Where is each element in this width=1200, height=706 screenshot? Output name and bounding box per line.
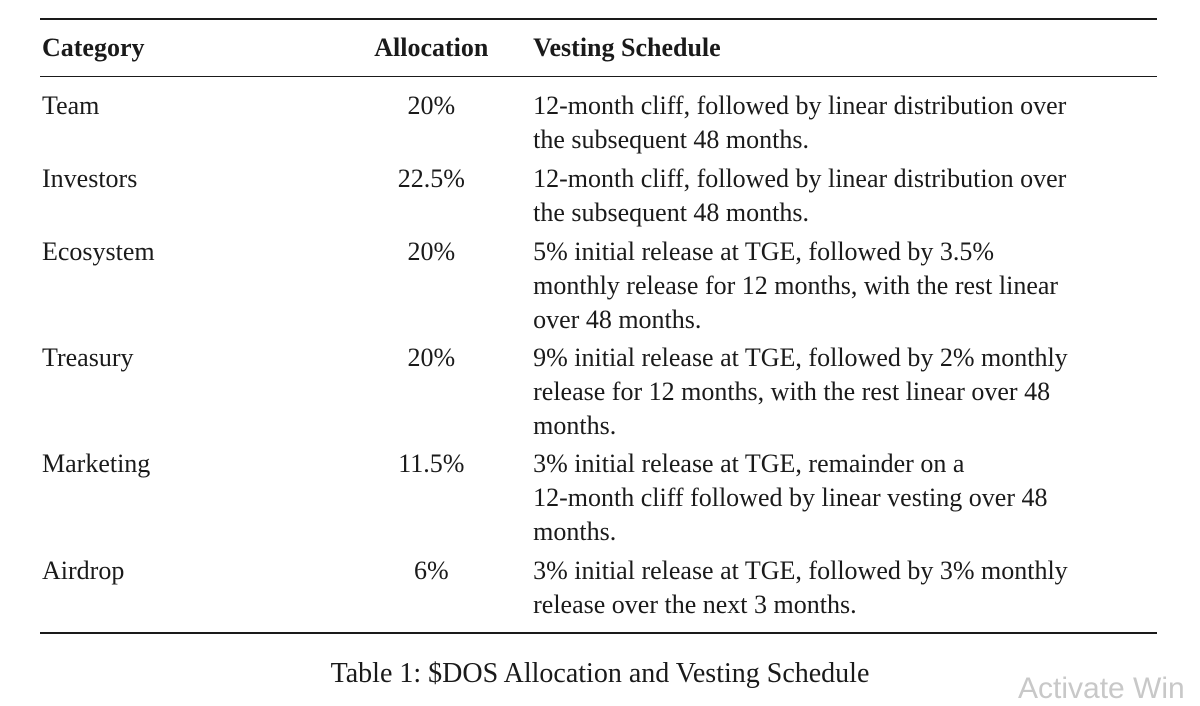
table-header-rule — [40, 76, 1157, 77]
vesting-cell: 12-month cliff, followed by linear distr… — [531, 89, 1157, 157]
allocation-cell: 22.5% — [397, 164, 465, 193]
vesting-line: release over the next 3 months. — [533, 590, 857, 619]
header-allocation: Allocation — [374, 33, 489, 62]
vesting-line: monthly release for 12 months, with the … — [533, 271, 1059, 300]
table-row: Team 20% 12-month cliff, followed by lin… — [40, 89, 1157, 157]
vesting-line: 12-month cliff followed by linear vestin… — [533, 483, 1048, 512]
category-cell: Marketing — [42, 449, 151, 478]
vesting-line: the subsequent 48 months. — [533, 125, 809, 154]
vesting-line: 12-month cliff, followed by linear distr… — [533, 91, 1067, 120]
category-cell: Team — [42, 91, 100, 120]
vesting-cell: 9% initial release at TGE, followed by 2… — [531, 341, 1157, 443]
vesting-cell: 5% initial release at TGE, followed by 3… — [531, 235, 1157, 337]
vesting-cell: 3% initial release at TGE, followed by 3… — [531, 554, 1157, 622]
vesting-line: release for 12 months, with the rest lin… — [533, 377, 1051, 406]
table-body: Team 20% 12-month cliff, followed by lin… — [40, 77, 1157, 632]
table-row: Investors 22.5% 12-month cliff, followed… — [40, 162, 1157, 230]
vesting-line: 3% initial release at TGE, followed by 3… — [533, 556, 1068, 585]
table-row: Marketing 11.5% 3% initial release at TG… — [40, 447, 1157, 549]
table-bottom-rule — [40, 632, 1157, 634]
table-row: Airdrop 6% 3% initial release at TGE, fo… — [40, 554, 1157, 622]
table-header-row: Category Allocation Vesting Schedule — [40, 20, 1157, 76]
vesting-line: 12-month cliff, followed by linear distr… — [533, 164, 1067, 193]
allocation-cell: 11.5% — [398, 449, 465, 478]
allocation-cell: 6% — [413, 556, 449, 585]
vesting-line: the subsequent 48 months. — [533, 198, 809, 227]
activation-watermark: Activate Win — [1018, 672, 1185, 705]
category-cell: Ecosystem — [42, 237, 155, 266]
vesting-cell: 3% initial release at TGE, remainder on … — [531, 447, 1157, 549]
table-top-rule — [40, 18, 1157, 20]
category-cell: Investors — [42, 164, 138, 193]
vesting-line: 3% initial release at TGE, remainder on … — [533, 449, 965, 478]
allocation-cell: 20% — [407, 343, 456, 372]
allocation-cell: 20% — [407, 91, 456, 120]
table-row: Ecosystem 20% 5% initial release at TGE,… — [40, 235, 1157, 337]
header-category: Category — [42, 33, 145, 62]
vesting-line: 9% initial release at TGE, followed by 2… — [533, 343, 1068, 372]
category-cell: Treasury — [42, 343, 134, 372]
table-row: Treasury 20% 9% initial release at TGE, … — [40, 341, 1157, 443]
vesting-line: months. — [533, 411, 617, 440]
header-vesting-schedule: Vesting Schedule — [533, 33, 721, 62]
allocation-cell: 20% — [407, 237, 456, 266]
vesting-table: Category Allocation Vesting Schedule Tea… — [40, 18, 1157, 634]
table-caption: Table 1: $DOS Allocation and Vesting Sch… — [330, 658, 870, 689]
category-cell: Airdrop — [42, 556, 125, 585]
vesting-cell: 12-month cliff, followed by linear distr… — [531, 162, 1157, 230]
vesting-line: 5% initial release at TGE, followed by 3… — [533, 237, 995, 266]
vesting-line: months. — [533, 517, 617, 546]
vesting-line: over 48 months. — [533, 305, 702, 334]
